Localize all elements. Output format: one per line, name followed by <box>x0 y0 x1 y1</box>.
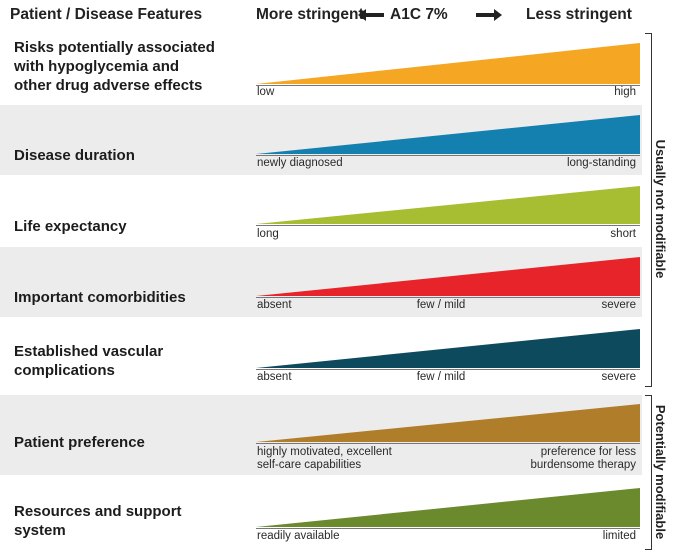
scale-baseline <box>256 369 640 370</box>
feature-row-hypoglycemia-risk: Risks potentially associated with hypogl… <box>0 33 642 103</box>
wedge-shape <box>256 404 640 442</box>
scale-right-label: severe <box>601 299 636 311</box>
severity-wedge <box>256 404 640 442</box>
row-label: Established vascular complications <box>14 342 246 380</box>
feature-row-resources-support: Resources and support system readily ava… <box>0 478 642 550</box>
row-label-line: Important comorbidities <box>14 289 186 306</box>
a1c-target-label: A1C 7% <box>390 6 448 23</box>
wedge-shape <box>256 43 640 84</box>
less-stringent-label: Less stringent <box>526 6 632 23</box>
wedge-shape <box>256 488 640 527</box>
wedge-shape <box>256 257 640 296</box>
row-label-line: system <box>14 522 66 539</box>
row-label-line: Established vascular <box>14 343 164 360</box>
right-arrow-icon <box>476 9 502 21</box>
severity-wedge <box>256 186 640 224</box>
scale-left-label: readily available <box>257 530 340 542</box>
scale-right-label: preference for less burdensome therapy <box>530 446 636 471</box>
feature-row-disease-duration: Disease duration newly diagnosed long-st… <box>0 105 642 175</box>
row-label-line: Life expectancy <box>14 218 127 235</box>
row-label-line: with hypoglycemia and <box>14 58 180 75</box>
severity-wedge <box>256 488 640 527</box>
row-label-line: Resources and support <box>14 503 182 520</box>
wedge-shape <box>256 186 640 224</box>
row-label-line: Disease duration <box>14 147 135 164</box>
severity-wedge <box>256 115 640 154</box>
row-label-line: other drug adverse effects <box>14 77 203 94</box>
left-arrow-icon <box>358 9 384 21</box>
scale-baseline <box>256 297 640 298</box>
scale-left-label: absent <box>257 371 292 383</box>
row-label-line: Patient preference <box>14 434 145 451</box>
wedge-shape <box>256 115 640 154</box>
side-label-modifiable: Potentially modifiable <box>653 404 668 540</box>
severity-wedge <box>256 329 640 368</box>
feature-row-patient-preference: Patient preference highly motivated, exc… <box>0 395 642 475</box>
row-label: Patient preference <box>14 433 246 452</box>
scale-baseline <box>256 443 640 444</box>
scale-middle-label: few / mild <box>416 371 466 383</box>
side-label-not-modifiable: Usually not modifiable <box>653 139 668 279</box>
scale-right-label: severe <box>601 371 636 383</box>
scale-left-label: highly motivated, excellent self-care ca… <box>257 446 392 471</box>
scale-right-label: short <box>610 228 636 240</box>
scale-baseline <box>256 225 640 226</box>
group-bracket-not-modifiable <box>645 33 652 387</box>
features-column-title: Patient / Disease Features <box>10 6 203 23</box>
scale-middle-label: few / mild <box>416 299 466 311</box>
wedge-shape <box>256 329 640 368</box>
more-stringent-label: More stringent <box>256 6 364 23</box>
scale-baseline <box>256 528 640 529</box>
header: Patient / Disease Features More stringen… <box>0 0 675 32</box>
scale-left-label: long <box>257 228 279 240</box>
row-label: Disease duration <box>14 146 246 165</box>
feature-row-vascular-complications: Established vascular complications absen… <box>0 319 642 387</box>
row-label-line: complications <box>14 362 115 379</box>
group-bracket-modifiable <box>645 395 652 550</box>
scale-left-label: newly diagnosed <box>257 157 343 169</box>
severity-wedge <box>256 43 640 84</box>
scale-baseline <box>256 85 640 86</box>
feature-row-life-expectancy: Life expectancy long short <box>0 177 642 245</box>
scale-right-label: limited <box>602 530 636 542</box>
feature-row-comorbidities: Important comorbidities absent few / mil… <box>0 247 642 317</box>
row-label: Life expectancy <box>14 217 246 236</box>
scale-right-label: long-standing <box>566 157 636 169</box>
scale-baseline <box>256 155 640 156</box>
row-label-line: Risks potentially associated <box>14 39 215 56</box>
row-label: Important comorbidities <box>14 288 246 307</box>
severity-wedge <box>256 257 640 296</box>
scale-left-label: low <box>257 86 275 98</box>
row-label: Risks potentially associated with hypogl… <box>14 38 246 95</box>
scale-left-label: absent <box>257 299 292 311</box>
scale-right-label: high <box>614 86 636 98</box>
row-label: Resources and support system <box>14 502 246 540</box>
